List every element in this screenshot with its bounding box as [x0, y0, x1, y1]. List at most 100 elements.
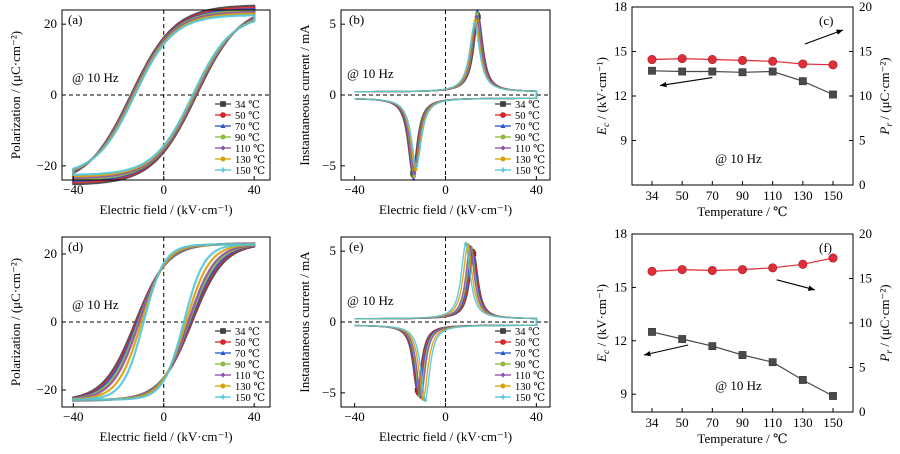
x-tick-label: 90	[736, 415, 749, 430]
x-tick-label: 40	[530, 182, 543, 197]
legend-label: 50 ℃	[235, 338, 260, 349]
point-P_r	[768, 263, 778, 273]
y-tick-label: 15	[614, 279, 627, 294]
legend-marker	[220, 112, 226, 118]
series-loop-6	[72, 243, 256, 401]
legend-marker	[220, 394, 226, 400]
legend-label: 34 ℃	[515, 327, 540, 338]
x-tick-label: 40	[248, 182, 261, 197]
panel-label: (a)	[68, 12, 82, 27]
x-tick-label: 150	[823, 188, 843, 203]
panel-f: 34 50 70 90 110 130 150 9 12 15 18 0 5 10 15 20 Temperat…	[594, 226, 895, 446]
peak-marker	[423, 398, 428, 403]
x-tick-label: 70	[706, 188, 719, 203]
peak-marker	[474, 11, 479, 16]
panel-label: (b)	[349, 12, 364, 27]
x-tick-label: 50	[676, 188, 689, 203]
point-P_r	[677, 265, 687, 275]
y2-tick-label: 15	[859, 271, 872, 286]
y-tick-label: 12	[614, 88, 627, 103]
x-tick-label: −40	[344, 409, 364, 424]
x-tick-label: 150	[823, 415, 843, 430]
legend-marker	[220, 350, 226, 355]
annotation: @ 10 Hz	[72, 70, 119, 85]
point-P_r	[647, 55, 657, 65]
legend-marker	[220, 383, 226, 389]
y-axis-label: Polarization / (μC·cm⁻²)	[8, 31, 23, 159]
legend-label: 90 ℃	[515, 360, 540, 371]
peak-marker	[463, 241, 468, 246]
y-tick-label: 0	[330, 314, 337, 329]
legend-marker	[500, 339, 506, 345]
y2-tick-label: 20	[859, 0, 872, 14]
peak-marker	[412, 174, 417, 179]
legend-marker	[500, 328, 506, 334]
panel-d: −40 0 40 −20 0 20 Electric field / (kV·cm⁻¹) Po…	[8, 236, 271, 444]
y2-tick-label: 15	[859, 44, 872, 59]
y-tick-label: 15	[614, 44, 627, 59]
legend-marker	[220, 167, 226, 173]
y-tick-label: 0	[51, 314, 58, 329]
legend-label: 34 ℃	[235, 100, 260, 111]
y-axis-label: Polarization / (μC·cm⁻²)	[8, 258, 23, 386]
x-tick-label: 110	[763, 188, 782, 203]
series-current-6	[354, 23, 538, 167]
legend-label: 90 ℃	[235, 360, 260, 371]
legend-marker	[500, 167, 506, 173]
legend-marker	[500, 372, 506, 378]
legend-label: 50 ℃	[515, 111, 540, 122]
y-tick-label: −5	[322, 158, 336, 173]
y-tick-label: 0	[330, 87, 337, 102]
y-tick-label: −20	[37, 158, 57, 173]
point-P_r	[798, 259, 808, 269]
y-tick-label: 0	[51, 87, 58, 102]
x-tick-label: 70	[706, 415, 719, 430]
series-current-6	[354, 242, 538, 402]
legend-marker	[500, 101, 506, 107]
y2-axis-label: Pr / (μC·cm⁻²)	[877, 284, 895, 362]
legend-label: 110 ℃	[515, 144, 545, 155]
x-tick-label: −40	[63, 409, 83, 424]
legend-label: 130 ℃	[235, 382, 265, 393]
point-P_r	[707, 55, 717, 65]
annotation: @ 10 Hz	[347, 293, 394, 308]
legend-marker	[220, 123, 226, 128]
point-E_c	[738, 68, 747, 77]
annotation: @ 10 Hz	[347, 66, 394, 81]
panel-c: 34 50 70 90 110 130 150 9 12 15 18 0 5 10 15 20 Temperat…	[594, 0, 895, 219]
legend-label: 130 ℃	[235, 155, 265, 166]
y2-tick-label: 5	[859, 360, 866, 375]
arrow-to-left-axis	[659, 76, 713, 87]
y2-tick-label: 20	[859, 226, 872, 241]
point-P_r	[647, 266, 657, 276]
legend-label: 150 ℃	[515, 393, 545, 404]
point-E_c	[708, 67, 717, 76]
legend-marker	[220, 361, 226, 367]
point-P_r	[768, 56, 778, 66]
legend-label: 34 ℃	[235, 327, 260, 338]
legend-marker	[500, 383, 506, 389]
legend-marker	[500, 134, 506, 140]
legend-label: 70 ℃	[235, 122, 260, 133]
y-tick-label: 20	[44, 246, 57, 261]
legend-label: 50 ℃	[235, 111, 260, 122]
y-tick-label: 5	[330, 16, 337, 31]
y-tick-label: 9	[621, 386, 628, 401]
arrow-to-right-axis	[776, 279, 815, 291]
point-E_c	[768, 358, 777, 367]
legend-label: 130 ℃	[515, 382, 545, 393]
y-tick-label: 18	[614, 226, 627, 241]
point-P_r	[737, 265, 747, 275]
panel-e: −40 0 40 −5 0 5 Electric field / (kV·cm⁻¹) Inst…	[297, 236, 551, 444]
point-E_c	[708, 342, 717, 351]
x-axis-label: Electric field / (kV·cm⁻¹)	[379, 202, 512, 217]
point-P_r	[677, 54, 687, 64]
legend-label: 90 ℃	[515, 133, 540, 144]
legend-marker	[220, 372, 226, 378]
legend-label: 70 ℃	[515, 122, 540, 133]
point-E_c	[768, 67, 777, 76]
y-tick-label: 5	[330, 243, 337, 258]
x-tick-label: 0	[442, 182, 449, 197]
